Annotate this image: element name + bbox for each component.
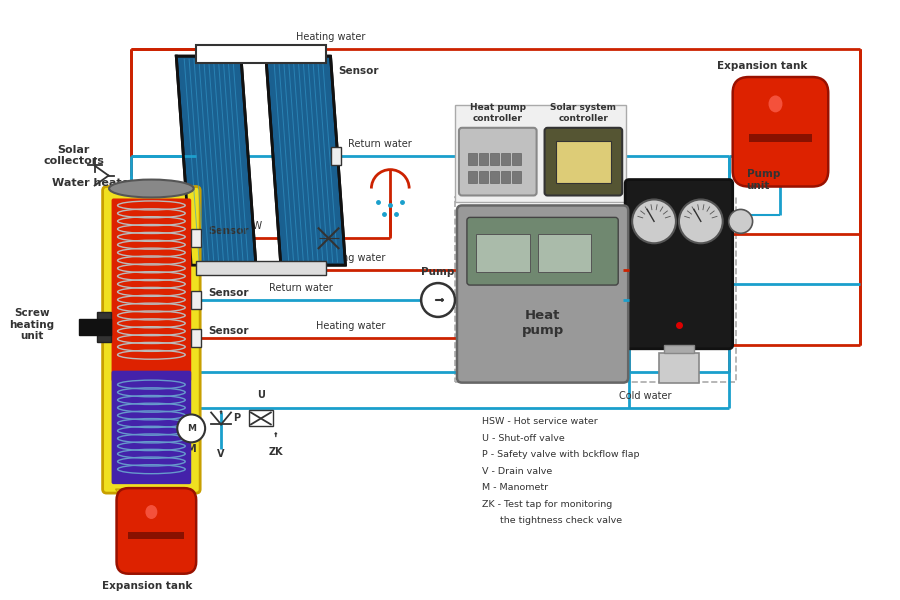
Polygon shape	[115, 489, 128, 497]
Bar	[468, 170, 477, 182]
Text: Sensor: Sensor	[208, 288, 248, 298]
Circle shape	[632, 199, 676, 243]
Text: ZK - Test tap for monitoring: ZK - Test tap for monitoring	[482, 500, 612, 509]
Bar	[129, 532, 184, 539]
Bar	[659, 353, 698, 383]
Bar	[196, 45, 326, 63]
Bar	[555, 141, 611, 182]
Text: HSW - Hot service water: HSW - Hot service water	[482, 418, 598, 427]
Bar	[455, 105, 626, 202]
FancyBboxPatch shape	[626, 179, 733, 349]
Text: Sensor: Sensor	[338, 66, 379, 76]
Text: M: M	[186, 424, 195, 433]
Text: Cold water: Cold water	[619, 391, 671, 401]
Text: ZK: ZK	[268, 447, 284, 457]
Text: Pump: Pump	[421, 267, 454, 277]
Bar	[455, 197, 735, 382]
Bar	[249, 410, 273, 427]
Bar	[96, 312, 111, 342]
Bar	[330, 147, 340, 164]
FancyBboxPatch shape	[112, 371, 191, 484]
Bar	[78, 319, 111, 335]
Text: Heat
pump: Heat pump	[521, 309, 563, 337]
Ellipse shape	[109, 179, 194, 197]
Circle shape	[177, 415, 205, 442]
Text: V - Drain valve: V - Drain valve	[482, 467, 552, 476]
Ellipse shape	[769, 95, 782, 112]
Text: Heating water: Heating water	[316, 321, 385, 331]
Text: Water heater: Water heater	[52, 178, 135, 188]
Bar	[512, 152, 521, 164]
Bar	[664, 345, 694, 353]
Bar	[490, 170, 499, 182]
Text: Heating water: Heating water	[316, 253, 385, 263]
Text: Expansion tank: Expansion tank	[102, 581, 192, 590]
Bar	[191, 329, 202, 347]
FancyBboxPatch shape	[733, 77, 828, 187]
Text: Return water: Return water	[269, 283, 333, 293]
Polygon shape	[266, 56, 346, 265]
Bar	[479, 170, 488, 182]
Polygon shape	[176, 56, 256, 265]
Text: M: M	[186, 445, 196, 454]
Bar	[468, 152, 477, 164]
Bar	[500, 152, 509, 164]
Text: Sensor: Sensor	[208, 226, 248, 236]
Text: Heating water: Heating water	[296, 32, 365, 42]
Text: U: U	[256, 389, 265, 400]
Text: Pump
unit: Pump unit	[747, 169, 780, 191]
Bar	[191, 229, 202, 247]
Bar	[500, 170, 509, 182]
Bar	[191, 291, 202, 309]
Bar	[490, 152, 499, 164]
FancyBboxPatch shape	[457, 205, 628, 383]
FancyBboxPatch shape	[117, 488, 196, 574]
Text: V: V	[217, 449, 225, 459]
Circle shape	[421, 283, 455, 317]
Ellipse shape	[146, 505, 158, 519]
Bar	[476, 235, 529, 272]
Circle shape	[679, 199, 723, 243]
Text: P - Safety valve with bckflow flap: P - Safety valve with bckflow flap	[482, 451, 639, 460]
Circle shape	[729, 209, 752, 233]
Text: Screw
heating
unit: Screw heating unit	[9, 308, 55, 341]
FancyBboxPatch shape	[459, 128, 536, 196]
Bar	[749, 134, 813, 142]
Bar	[196, 261, 326, 275]
Text: Return water: Return water	[348, 139, 412, 149]
Text: Expansion tank: Expansion tank	[716, 61, 807, 71]
Text: P: P	[233, 413, 240, 424]
Text: Solar
collectors: Solar collectors	[43, 145, 104, 166]
Polygon shape	[176, 489, 187, 497]
Text: Heat pump
controller: Heat pump controller	[470, 103, 526, 123]
FancyBboxPatch shape	[103, 187, 200, 493]
Bar	[479, 152, 488, 164]
FancyBboxPatch shape	[544, 128, 622, 196]
Bar	[537, 235, 591, 272]
Text: U - Shut-off valve: U - Shut-off valve	[482, 434, 564, 443]
Text: Sensor: Sensor	[208, 326, 248, 336]
Text: Return water: Return water	[468, 355, 532, 365]
Text: M - Manometr: M - Manometr	[482, 483, 548, 492]
Text: HSW: HSW	[239, 221, 263, 232]
Bar	[512, 170, 521, 182]
FancyBboxPatch shape	[112, 199, 191, 382]
Text: Solar system
controller: Solar system controller	[551, 103, 616, 123]
Text: the tightness check valve: the tightness check valve	[482, 516, 622, 525]
FancyBboxPatch shape	[467, 217, 618, 285]
